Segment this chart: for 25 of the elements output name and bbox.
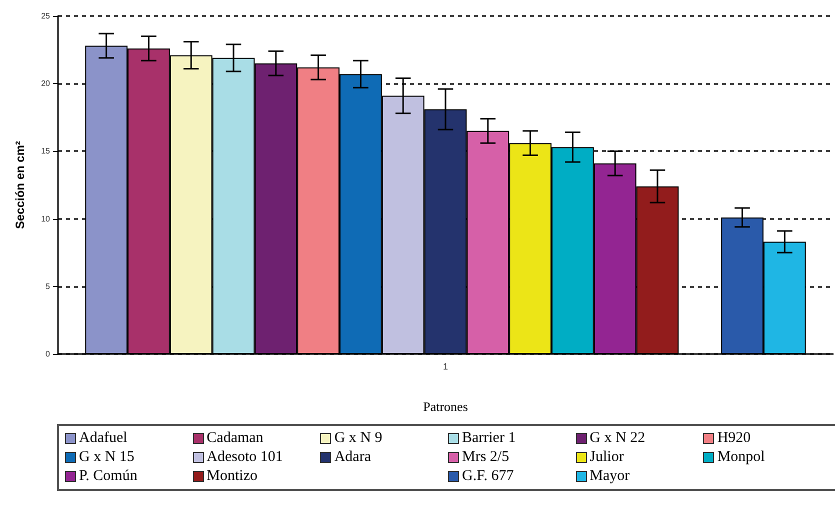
- legend-label: Julior: [590, 448, 624, 467]
- legend-label: Adafuel: [79, 429, 128, 448]
- x-tick-label: 1: [442, 362, 448, 372]
- legend-label: Monpol: [717, 448, 765, 467]
- legend-label: Montizo: [206, 467, 258, 486]
- y-tick-label: 10: [41, 214, 51, 224]
- legend-label: G.F. 677: [462, 467, 514, 486]
- y-tick-label: 15: [41, 146, 51, 156]
- legend-label: Adara: [334, 448, 371, 467]
- y-tick-label: 20: [41, 79, 51, 88]
- legend-label: Barrier 1: [462, 429, 516, 448]
- legend-label: G x N 15: [79, 448, 134, 467]
- legend-label: G x N 9: [334, 429, 382, 448]
- legend-label: Mayor: [590, 467, 630, 486]
- legend-label: G x N 22: [590, 429, 646, 448]
- y-tick-label: 5: [46, 282, 51, 291]
- legend-label: P. Común: [79, 467, 138, 486]
- x-axis-title: Patrones: [423, 399, 468, 414]
- y-tick-label: 0: [46, 350, 51, 358]
- legend-label: Adesoto 101: [206, 448, 283, 467]
- legend-label: H920: [717, 429, 751, 448]
- y-tick-label: 25: [41, 12, 51, 20]
- legend-label: Cadaman: [206, 429, 264, 448]
- legend-label: Mrs 2/5: [462, 448, 510, 467]
- y-axis-title: Sección en cm²: [13, 140, 27, 230]
